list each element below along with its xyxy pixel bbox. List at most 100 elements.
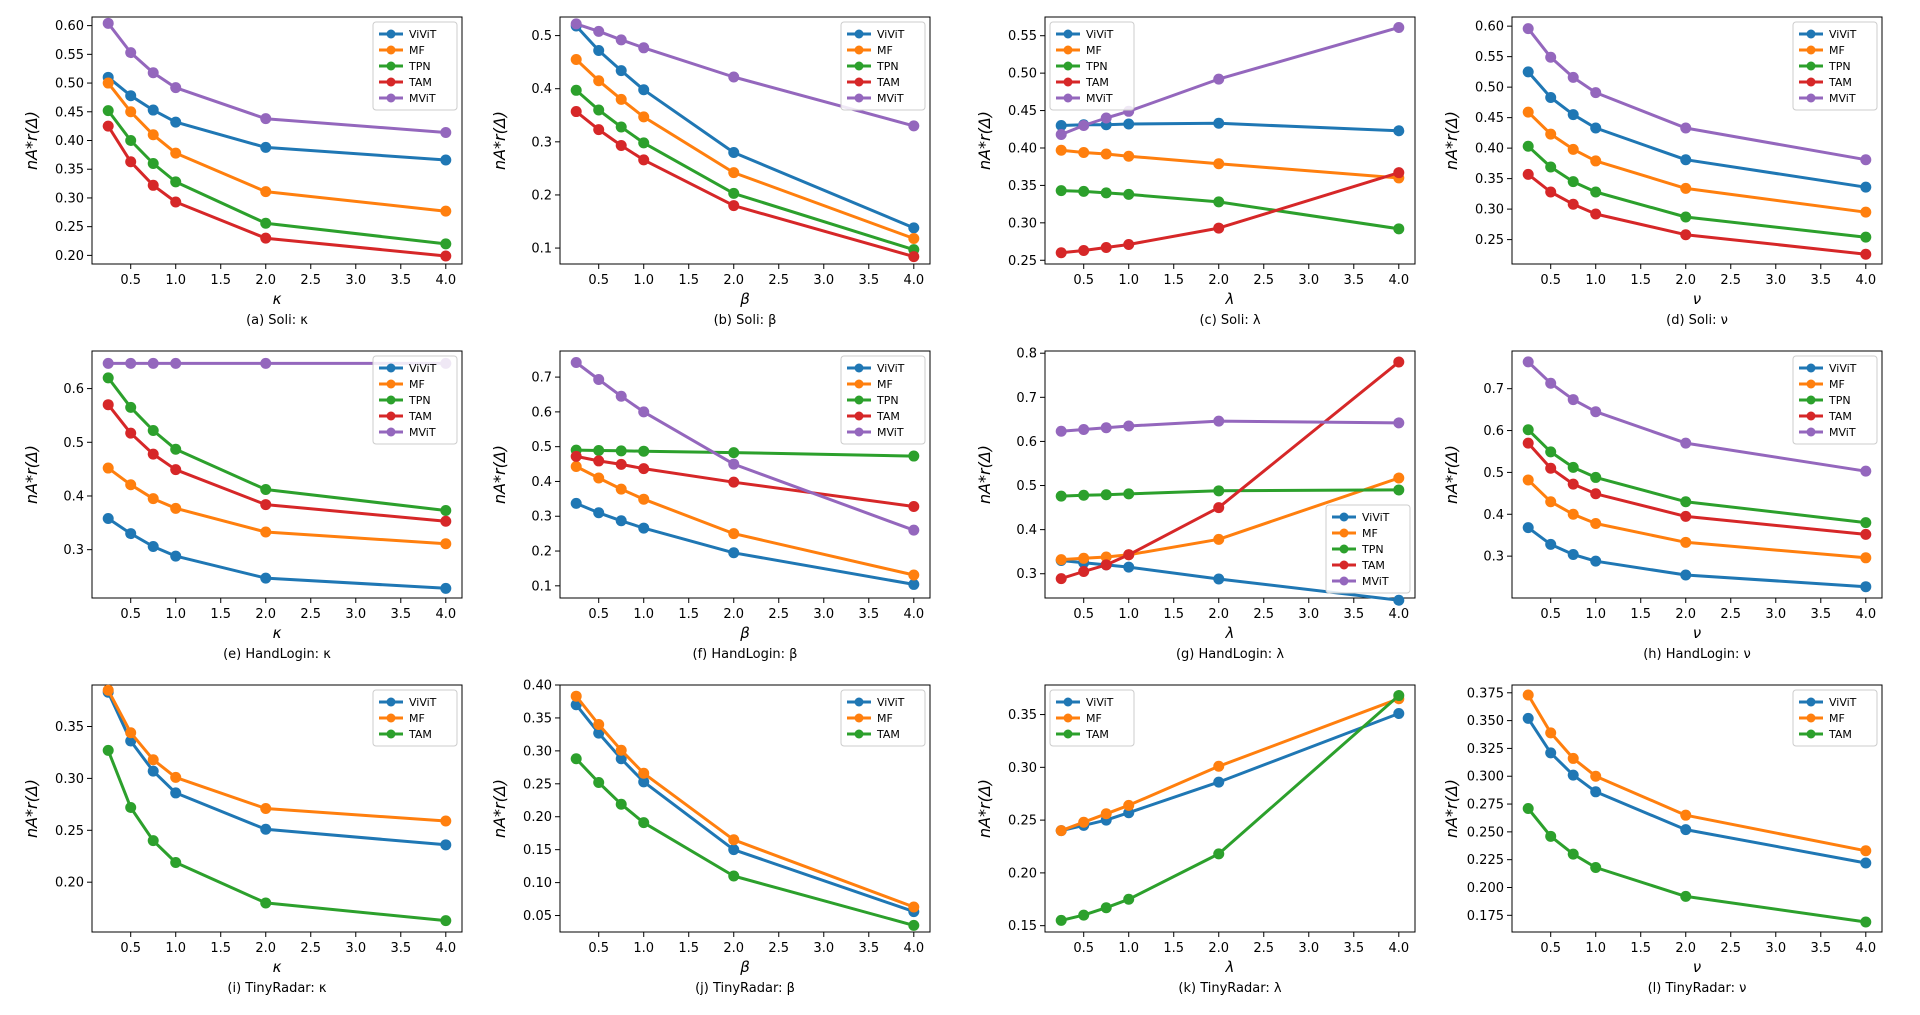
- chart-h-point-tpn: [1590, 471, 1602, 483]
- chart-g-legend-marker: [1339, 512, 1349, 522]
- chart-l-ytick: 0.325: [1467, 742, 1512, 757]
- chart-b-point-tam: [728, 200, 740, 212]
- chart-g-xtick: 2.5: [1253, 598, 1274, 622]
- chart-l-ytick-label: 0.300: [1467, 770, 1504, 785]
- chart-e-point-tam: [440, 515, 452, 527]
- chart-h-point-tam: [1522, 437, 1534, 449]
- chart-c-legend: ViViT MF TPN TAM MViT: [1049, 21, 1135, 111]
- chart-f-legend: ViViT MF TPN TAM MViT: [840, 355, 926, 445]
- chart-f-point-vivit: [615, 515, 627, 527]
- chart-j-xtick: 3.5: [858, 932, 879, 956]
- chart-k-ytick-label: 0.20: [1008, 866, 1037, 881]
- chart-h-legend-label: TPN: [1828, 394, 1851, 407]
- chart-k-xtick-label: 4.0: [1388, 941, 1409, 956]
- chart-c-xtick-label: 4.0: [1388, 273, 1409, 288]
- chart-j-point-mf: [593, 719, 605, 731]
- chart-j-point-tam: [593, 776, 605, 788]
- chart-b-legend-marker: [854, 77, 864, 87]
- chart-d-legend: ViViT MF TPN TAM MViT: [1792, 21, 1878, 111]
- chart-c-xtick-label: 2.0: [1208, 273, 1229, 288]
- chart-c-xtick: 1.5: [1163, 264, 1184, 288]
- chart-g-point-tpn: [1055, 490, 1067, 502]
- chart-h-ytick-label: 0.6: [1483, 424, 1504, 439]
- chart-l-ytick: 0.275: [1467, 798, 1512, 813]
- chart-d-xtick: 1.0: [1585, 264, 1606, 288]
- chart-k-point-tam: [1123, 893, 1135, 905]
- chart-g-point-tpn: [1393, 484, 1405, 496]
- chart-f-ytick: 0.4: [531, 475, 560, 490]
- chart-e-legend-label: MViT: [409, 426, 436, 439]
- chart-g-point-tam: [1078, 566, 1090, 578]
- chart-l-point-vivit: [1567, 769, 1579, 781]
- chart-b-xtick: 4.0: [903, 264, 924, 288]
- chart-g-line-mvit: [1061, 419, 1399, 433]
- chart-b-point-mvit: [615, 34, 627, 46]
- chart-c-point-tam: [1100, 242, 1112, 254]
- chart-c-point-mf: [1055, 144, 1067, 156]
- chart-c: 0.5 1.0 1.5 2.0 2.5 3.0 3.5 4.0 0.25 0.30 0.35 0.40…: [975, 16, 1416, 328]
- chart-h-xtick-label: 2.5: [1720, 607, 1741, 622]
- chart-c-xtick: 3.0: [1298, 264, 1319, 288]
- chart-l-caption: (l) TinyRadar: ν: [1648, 981, 1747, 996]
- chart-h-xtick: 1.0: [1585, 598, 1606, 622]
- chart-c-point-tpn: [1393, 223, 1405, 235]
- chart-e-xtick-label: 2.0: [255, 607, 276, 622]
- chart-a-xtick: 1.5: [210, 264, 231, 288]
- chart-g-point-mf: [1393, 472, 1405, 484]
- chart-h-legend-marker: [1806, 363, 1816, 373]
- chart-e-ytick-label: 0.4: [63, 489, 84, 504]
- chart-c-legend-marker: [1063, 61, 1073, 71]
- chart-g-point-tpn: [1100, 489, 1112, 501]
- chart-e-ytick-label: 0.5: [63, 436, 84, 451]
- chart-l-ytick: 0.175: [1467, 909, 1512, 924]
- chart-a-xtick: 3.5: [390, 264, 411, 288]
- chart-b-ytick-label: 0.2: [531, 188, 552, 203]
- chart-l-xtick: 1.0: [1585, 932, 1606, 956]
- chart-i-ytick-label: 0.20: [55, 876, 84, 891]
- chart-d-xtick-label: 1.0: [1585, 273, 1606, 288]
- chart-g-ytick: 0.5: [1016, 479, 1045, 494]
- chart-k-point-tam: [1078, 909, 1090, 921]
- chart-h-ytick-label: 0.7: [1483, 382, 1504, 397]
- chart-h-point-mvit: [1590, 406, 1602, 418]
- chart-f-series-vivit: [570, 497, 920, 590]
- chart-k-ytick-label: 0.35: [1008, 708, 1037, 723]
- chart-f-point-tam: [593, 455, 605, 467]
- chart-b-point-mvit: [638, 42, 650, 54]
- chart-a-point-vivit: [170, 116, 182, 128]
- chart-j: 0.5 1.0 1.5 2.0 2.5 3.0 3.5 4.0 0.05 0.10 0.15 0.20…: [490, 679, 931, 996]
- chart-d-ytick-label: 0.55: [1475, 50, 1504, 65]
- chart-e-legend-marker: [386, 395, 396, 405]
- chart-e-point-mf: [170, 502, 182, 514]
- chart-g-point-vivit: [1123, 561, 1135, 573]
- chart-a-point-mvit: [440, 126, 452, 138]
- chart-a-ytick: 0.35: [55, 163, 92, 178]
- chart-l-xtick: 2.5: [1720, 932, 1741, 956]
- chart-f-xtick-label: 2.5: [768, 607, 789, 622]
- chart-h-point-vivit: [1860, 581, 1872, 593]
- chart-b-point-vivit: [638, 84, 650, 96]
- chart-l-series-vivit: [1522, 712, 1872, 869]
- chart-j-ytick: 0.05: [523, 909, 560, 924]
- chart-b-xtick: 3.0: [813, 264, 834, 288]
- chart-d-line-tam: [1527, 173, 1866, 256]
- chart-l-legend-marker: [1806, 697, 1816, 707]
- chart-f-ytick-label: 0.1: [531, 579, 552, 594]
- chart-c-line-vivit: [1061, 121, 1399, 133]
- chart-l-point-tam: [1860, 916, 1872, 928]
- chart-g-point-tam: [1055, 573, 1067, 585]
- chart-a-ylabel: nA*r(Δ): [22, 111, 41, 170]
- chart-f-xtick-label: 1.5: [678, 607, 699, 622]
- chart-c-ytick: 0.45: [1008, 104, 1045, 119]
- chart-f-ytick: 0.2: [531, 545, 560, 560]
- chart-e-point-mf: [147, 493, 159, 505]
- chart-g-xtick-label: 2.5: [1253, 607, 1274, 622]
- chart-a-ytick-label: 0.45: [55, 105, 84, 120]
- chart-j-ytick-label: 0.15: [523, 843, 552, 858]
- chart-a-line-tpn: [107, 109, 446, 246]
- chart-d-point-mvit: [1545, 51, 1557, 63]
- chart-h-point-vivit: [1590, 555, 1602, 567]
- chart-i-legend-label: ViViT: [409, 696, 437, 709]
- chart-b-point-mvit: [908, 120, 920, 132]
